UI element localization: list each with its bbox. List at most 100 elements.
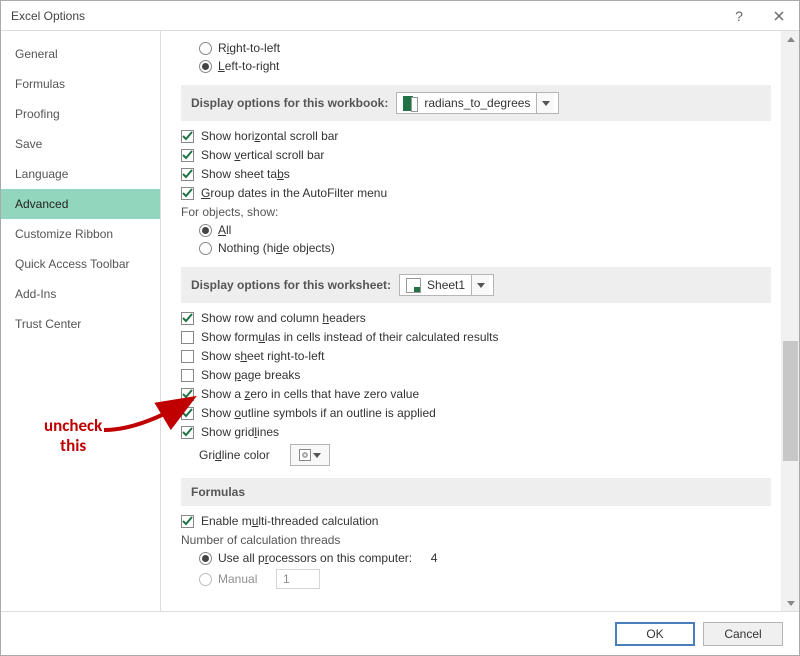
sidebar-item-addins[interactable]: Add-Ins: [1, 279, 160, 309]
check-groupdates[interactable]: [181, 187, 194, 200]
check-headers-label: Show row and column headers: [201, 311, 366, 325]
sidebar-item-formulas[interactable]: Formulas: [1, 69, 160, 99]
annotation-text: uncheck this: [44, 416, 102, 455]
check-groupdates-label: Group dates in the AutoFilter menu: [201, 186, 387, 200]
radio-manual-label: Manual: [218, 572, 257, 586]
gridcolor-button[interactable]: [290, 444, 330, 466]
check-hscroll-row[interactable]: Show horizontal scroll bar: [181, 129, 771, 143]
check-zero-row[interactable]: Show a zero in cells that have zero valu…: [181, 387, 771, 401]
sidebar-item-qat[interactable]: Quick Access Toolbar: [1, 249, 160, 279]
scroll-thumb[interactable]: [783, 341, 798, 461]
radio-useall[interactable]: [199, 552, 212, 565]
radio-ltr-row[interactable]: Left-to-right: [199, 59, 771, 73]
check-multithread-row[interactable]: Enable multi-threaded calculation: [181, 514, 771, 528]
workbook-display-label: Display options for this workbook:: [191, 96, 388, 110]
chevron-down-icon[interactable]: [536, 93, 554, 113]
check-vscroll-row[interactable]: Show vertical scroll bar: [181, 148, 771, 162]
workbook-combo-value: radians_to_degrees: [424, 96, 530, 110]
worksheet-combo[interactable]: Sheet1: [399, 274, 494, 296]
sidebar-item-trust-center[interactable]: Trust Center: [1, 309, 160, 339]
check-formulas-label: Show formulas in cells instead of their …: [201, 330, 499, 344]
radio-objects-none[interactable]: [199, 242, 212, 255]
worksheet-display-header: Display options for this worksheet: Shee…: [181, 267, 771, 303]
radio-ltr[interactable]: [199, 60, 212, 73]
color-swatch-icon: [299, 449, 311, 461]
check-outline[interactable]: [181, 407, 194, 420]
check-zero-label: Show a zero in cells that have zero valu…: [201, 387, 419, 401]
scroll-down-icon[interactable]: [782, 595, 799, 611]
check-multithread-label: Enable multi-threaded calculation: [201, 514, 378, 528]
gridcolor-row: Gridline color: [199, 444, 771, 466]
check-gridlines-row[interactable]: Show gridlines: [181, 425, 771, 439]
sidebar: General Formulas Proofing Save Language …: [1, 31, 161, 611]
content-pane: Right-to-left Left-to-right Display opti…: [161, 31, 799, 611]
check-gridlines-label: Show gridlines: [201, 425, 279, 439]
chevron-down-icon[interactable]: [471, 275, 489, 295]
check-multithread[interactable]: [181, 515, 194, 528]
check-outline-row[interactable]: Show outline symbols if an outline is ap…: [181, 406, 771, 420]
check-tabs-label: Show sheet tabs: [201, 167, 290, 181]
gridcolor-label: Gridline color: [199, 448, 270, 462]
processor-count: 4: [431, 551, 438, 565]
check-headers-row[interactable]: Show row and column headers: [181, 311, 771, 325]
scrollbar[interactable]: [781, 31, 799, 611]
radio-useall-label: Use all processors on this computer:: [218, 551, 412, 565]
dialog-title: Excel Options: [11, 9, 85, 23]
sidebar-item-advanced[interactable]: Advanced: [1, 189, 160, 219]
sidebar-item-proofing[interactable]: Proofing: [1, 99, 160, 129]
formulas-header: Formulas: [181, 478, 771, 506]
check-hscroll-label: Show horizontal scroll bar: [201, 129, 338, 143]
check-pagebreaks[interactable]: [181, 369, 194, 382]
workbook-combo[interactable]: radians_to_degrees: [396, 92, 559, 114]
ok-button[interactable]: OK: [615, 622, 695, 646]
check-formulas[interactable]: [181, 331, 194, 344]
check-pagebreaks-label: Show page breaks: [201, 368, 300, 382]
help-button[interactable]: ?: [719, 1, 759, 31]
check-hscroll[interactable]: [181, 130, 194, 143]
radio-manual[interactable]: [199, 573, 212, 586]
worksheet-display-label: Display options for this worksheet:: [191, 278, 391, 292]
radio-objects-all-label: All: [218, 223, 231, 237]
titlebar: Excel Options ?: [1, 1, 799, 31]
annotation-line2: this: [60, 435, 86, 456]
dialog-footer: OK Cancel: [1, 611, 799, 655]
radio-objects-all-row[interactable]: All: [199, 223, 771, 237]
scroll-area: Right-to-left Left-to-right Display opti…: [161, 31, 781, 611]
radio-rtl[interactable]: [199, 42, 212, 55]
check-rtl-row[interactable]: Show sheet right-to-left: [181, 349, 771, 363]
scroll-up-icon[interactable]: [782, 31, 799, 47]
check-zero[interactable]: [181, 388, 194, 401]
check-headers[interactable]: [181, 312, 194, 325]
sidebar-item-save[interactable]: Save: [1, 129, 160, 159]
radio-ltr-label: Left-to-right: [218, 59, 279, 73]
dialog-body: General Formulas Proofing Save Language …: [1, 31, 799, 611]
check-vscroll-label: Show vertical scroll bar: [201, 148, 324, 162]
check-rtl-label: Show sheet right-to-left: [201, 349, 324, 363]
check-tabs[interactable]: [181, 168, 194, 181]
check-vscroll[interactable]: [181, 149, 194, 162]
worksheet-combo-value: Sheet1: [427, 278, 465, 292]
threads-label: Number of calculation threads: [181, 533, 771, 547]
check-pagebreaks-row[interactable]: Show page breaks: [181, 368, 771, 382]
sidebar-item-language[interactable]: Language: [1, 159, 160, 189]
annotation-line1: uncheck: [44, 415, 102, 436]
check-gridlines[interactable]: [181, 426, 194, 439]
radio-objects-all[interactable]: [199, 224, 212, 237]
check-tabs-row[interactable]: Show sheet tabs: [181, 167, 771, 181]
sidebar-item-customize-ribbon[interactable]: Customize Ribbon: [1, 219, 160, 249]
check-rtl[interactable]: [181, 350, 194, 363]
check-groupdates-row[interactable]: Group dates in the AutoFilter menu: [181, 186, 771, 200]
check-formulas-row[interactable]: Show formulas in cells instead of their …: [181, 330, 771, 344]
objects-label: For objects, show:: [181, 205, 771, 219]
radio-rtl-label: Right-to-left: [218, 41, 280, 55]
radio-objects-none-row[interactable]: Nothing (hide objects): [199, 241, 771, 255]
radio-manual-row[interactable]: Manual 1: [199, 569, 771, 589]
sidebar-item-general[interactable]: General: [1, 39, 160, 69]
workbook-display-header: Display options for this workbook: radia…: [181, 85, 771, 121]
radio-useall-row[interactable]: Use all processors on this computer: 4: [199, 551, 771, 565]
formulas-header-label: Formulas: [191, 485, 245, 499]
manual-spinner[interactable]: 1: [276, 569, 320, 589]
radio-rtl-row[interactable]: Right-to-left: [199, 41, 771, 55]
cancel-button[interactable]: Cancel: [703, 622, 783, 646]
close-button[interactable]: [759, 1, 799, 31]
